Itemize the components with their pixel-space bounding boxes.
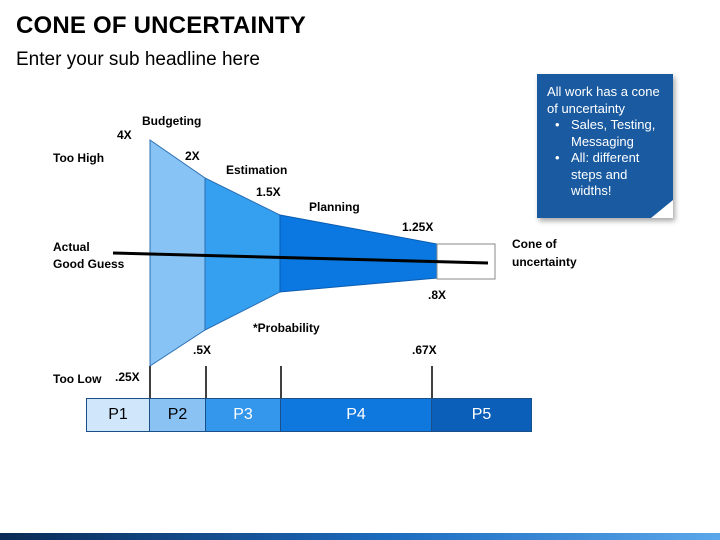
footer-strip — [0, 533, 720, 540]
label-probability: *Probability — [253, 321, 320, 335]
phase-p2: P2 — [150, 398, 206, 432]
page-curl-corner — [651, 200, 673, 218]
label-too-low: Too Low — [53, 372, 102, 386]
label-too-high: Too High — [53, 151, 105, 165]
page-subtitle: Enter your sub headline here — [16, 49, 260, 70]
label-budgeting: Budgeting — [142, 114, 202, 128]
phase-p4: P4 — [281, 398, 432, 432]
phase-p1: P1 — [86, 398, 150, 432]
callout-box: All work has a cone of uncertainty Sales… — [537, 74, 673, 218]
label-cone-of: Cone of — [512, 237, 557, 251]
actual-guess-line — [112, 251, 489, 265]
label-planning: Planning — [309, 200, 360, 214]
multiplier-0-25x: .25X — [115, 370, 140, 384]
phase-p3: P3 — [206, 398, 281, 432]
label-actual: Actual — [53, 240, 90, 254]
multiplier-1-25x: 1.25X — [402, 220, 434, 234]
phase-p5: P5 — [432, 398, 532, 432]
callout-bullet: All: different steps and widths! — [547, 150, 663, 200]
multiplier-4x: 4X — [117, 128, 132, 142]
multiplier-0-67x: .67X — [412, 343, 437, 357]
label-estimation: Estimation — [226, 163, 288, 177]
callout-bullet: Sales, Testing, Messaging — [547, 117, 663, 150]
label-uncertainty: uncertainty — [512, 255, 577, 269]
multiplier-0-5x: .5X — [193, 343, 212, 357]
page-title: CONE OF UNCERTAINTY — [16, 12, 307, 39]
multiplier-1-5x: 1.5X — [256, 185, 281, 199]
multiplier-0-8x: .8X — [428, 288, 447, 302]
label-good-guess: Good Guess — [53, 257, 125, 271]
callout-intro: All work has a cone of uncertainty — [547, 84, 660, 116]
multiplier-2x: 2X — [185, 149, 200, 163]
callout-list: Sales, Testing, Messaging All: different… — [547, 117, 663, 200]
cone-segment-estimation — [204, 177, 281, 331]
